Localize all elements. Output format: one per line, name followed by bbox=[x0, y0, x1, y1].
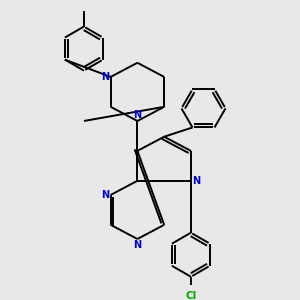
Text: N: N bbox=[101, 72, 109, 82]
Text: Cl: Cl bbox=[185, 291, 197, 300]
Text: N: N bbox=[133, 110, 142, 120]
Text: N: N bbox=[101, 190, 109, 200]
Text: N: N bbox=[133, 240, 142, 250]
Text: N: N bbox=[193, 176, 201, 186]
